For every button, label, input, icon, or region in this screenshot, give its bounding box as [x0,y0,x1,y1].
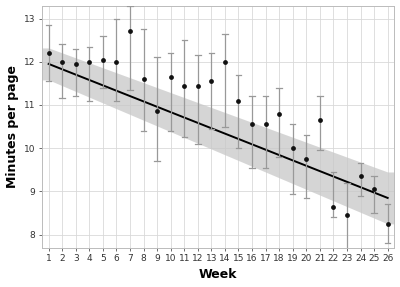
Point [100,57,106,62]
Point [303,157,310,161]
Point [46,51,52,55]
Point [86,59,92,64]
Point [208,79,214,84]
Point [140,77,147,81]
Point [154,109,160,114]
Y-axis label: Minutes per page: Minutes per page [6,65,18,188]
Point [344,213,350,218]
Point [222,59,228,64]
Point [235,98,242,103]
Point [168,75,174,79]
X-axis label: Week: Week [199,268,238,282]
Point [195,83,201,88]
Point [249,122,255,127]
Point [384,222,391,226]
Point [59,59,66,64]
Point [72,62,79,66]
Point [113,59,120,64]
Point [181,83,188,88]
Point [357,174,364,179]
Point [262,122,269,127]
Point [276,111,282,116]
Point [371,187,377,192]
Point [290,146,296,150]
Point [317,118,323,123]
Point [127,29,133,34]
Point [330,204,337,209]
